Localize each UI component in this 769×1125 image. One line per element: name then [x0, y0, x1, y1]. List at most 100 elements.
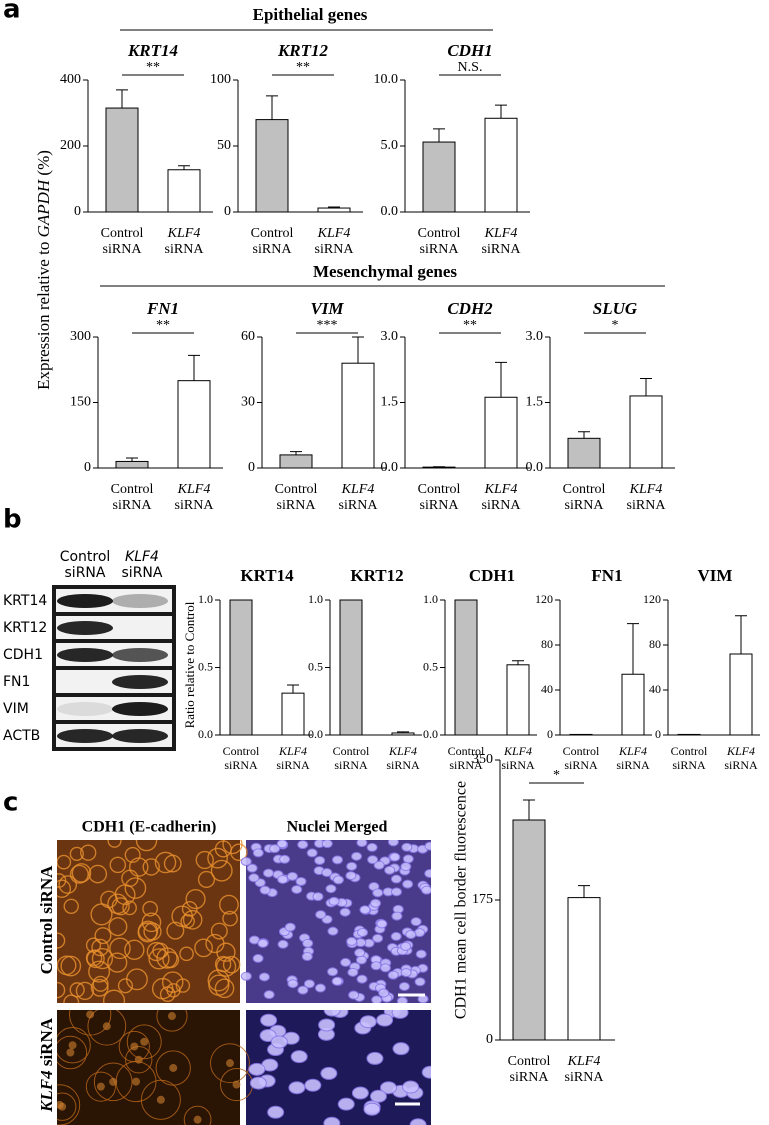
error-bar — [578, 885, 590, 898]
nucleus — [252, 848, 264, 858]
nucleus — [396, 996, 408, 1003]
nucleus — [337, 1097, 355, 1111]
nucleus — [384, 865, 396, 875]
cell-border — [210, 859, 233, 882]
blot-band — [57, 648, 113, 662]
x-tick-label: siRNA — [165, 242, 205, 257]
x-tick-label: KLF4 — [567, 1054, 601, 1069]
image-row-label: KLF4 siRNA — [37, 1017, 56, 1113]
nucleus — [379, 963, 391, 973]
bar — [729, 653, 753, 736]
y-tick-label: 100 — [210, 72, 231, 87]
blot-band — [57, 702, 113, 716]
y-tick-label: 1.0 — [308, 592, 323, 606]
x-tick-label: Control — [251, 226, 294, 241]
cell-signal — [109, 1077, 118, 1086]
nucleus — [302, 938, 314, 948]
nucleus — [372, 933, 384, 943]
y-axis-label: CDH1 mean cell border fluorescence — [453, 781, 470, 1019]
y-tick-label: 1.5 — [381, 395, 399, 410]
nucleus — [325, 884, 337, 894]
cell-border — [107, 840, 122, 848]
nucleus — [379, 1081, 397, 1095]
nucleus — [318, 1018, 336, 1032]
micrographs: CDH1 (E-cadherin) Nuclei Merged Control si… — [37, 819, 431, 1125]
cell-border — [75, 981, 95, 1000]
cell-border — [207, 847, 228, 869]
cell-border — [156, 947, 178, 969]
cell-border — [57, 1035, 88, 1070]
nucleus — [249, 1076, 267, 1090]
cell-signal — [167, 1012, 176, 1021]
y-tick-label: 120 — [535, 592, 553, 606]
blot-column-label: siRNA — [122, 565, 163, 581]
cell-signal — [68, 1041, 77, 1050]
nucleus — [248, 873, 260, 883]
nucleus — [269, 844, 281, 854]
nucleus — [376, 919, 388, 929]
x-tick-label: KLF4 — [341, 482, 375, 497]
cell-border — [152, 942, 169, 959]
cell-border — [88, 960, 111, 983]
x-tick-label: KLF4 — [177, 482, 211, 497]
nucleus — [398, 981, 410, 991]
nucleus — [262, 868, 274, 878]
error-bar — [735, 615, 747, 654]
cell-border — [156, 1010, 188, 1032]
x-tick-label: siRNA — [565, 1070, 605, 1085]
nucleus — [288, 1081, 306, 1095]
x-tick-label: KLF4 — [618, 744, 647, 758]
cell-border — [205, 933, 225, 954]
y-tick-label: 120 — [643, 592, 661, 606]
cell-border — [57, 854, 72, 870]
nucleus — [410, 917, 422, 927]
image-row-label-part: Control siRNA — [37, 865, 56, 974]
y-tick-label: 0.5 — [198, 659, 213, 673]
nucleus — [246, 863, 258, 873]
y-tick-label: 175 — [472, 892, 493, 907]
y-tick-label: 0.0 — [381, 460, 399, 475]
bar — [229, 599, 253, 736]
panel-label: b — [3, 505, 22, 535]
nucleus — [370, 898, 382, 908]
nucleus — [314, 983, 326, 993]
x-tick-label: Control — [111, 482, 154, 497]
x-tick-label: siRNA — [420, 242, 460, 257]
error-bar — [266, 95, 278, 120]
cell-signal — [232, 1080, 241, 1089]
nucleus — [301, 952, 313, 962]
cell-border — [57, 1092, 77, 1121]
nucleus — [295, 876, 307, 886]
y-tick-label: 400 — [60, 72, 81, 87]
western-blot: ControlsiRNAKLF4siRNAKRT14KRT12CDH1FN1VI… — [3, 549, 176, 751]
cell-border — [210, 922, 228, 940]
cell-border — [102, 989, 126, 1003]
cell-border — [148, 948, 170, 970]
nucleus — [400, 968, 412, 978]
cell-border — [126, 1024, 162, 1060]
nucleus — [332, 875, 344, 885]
bar — [484, 117, 518, 213]
nucleus — [327, 926, 339, 936]
x-tick-label: Control — [333, 744, 370, 758]
cell-border — [180, 913, 195, 929]
group-header: Epithelial genes — [253, 5, 368, 24]
y-tick-label: 80 — [541, 637, 553, 651]
nucleus — [263, 990, 275, 1000]
x-tick-label: siRNA — [334, 758, 368, 772]
chart-title: CDH1 — [469, 566, 515, 585]
x-tick-label: KLF4 — [388, 744, 417, 758]
bar — [506, 664, 530, 736]
nucleus — [387, 840, 399, 847]
blot-frame — [52, 585, 176, 751]
bar — [484, 396, 518, 469]
bar — [177, 380, 211, 469]
x-tick-label: siRNA — [175, 498, 215, 513]
nucleus — [424, 841, 431, 851]
blot-row-label: KRT12 — [3, 620, 47, 636]
cell-border — [222, 955, 241, 974]
x-tick-label: siRNA — [616, 758, 650, 772]
nucleus — [323, 1116, 341, 1125]
y-tick-label: 0.5 — [423, 659, 438, 673]
blot-row-label: ACTB — [3, 728, 40, 744]
